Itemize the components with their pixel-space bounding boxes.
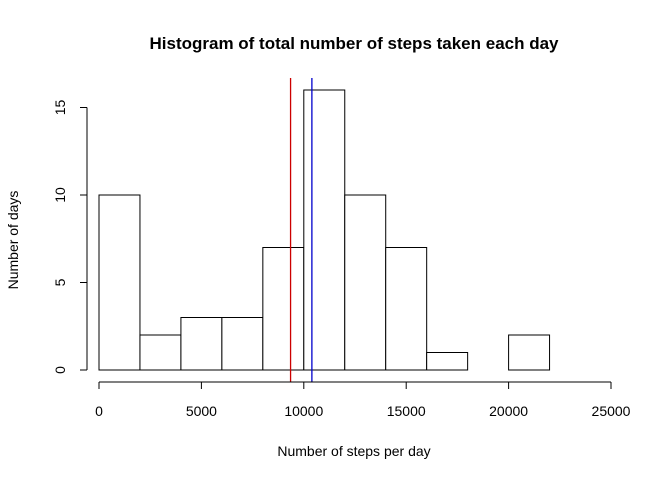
x-tick-label: 10000 [284, 403, 323, 419]
y-tick-label: 0 [52, 366, 68, 374]
histogram-bar-7 [385, 247, 428, 371]
histogram-bar-8 [426, 352, 469, 371]
x-tick-label: 20000 [489, 403, 528, 419]
histogram-bar-1 [139, 334, 182, 371]
histogram-bar-3 [221, 317, 264, 371]
x-tick-label: 15000 [387, 403, 426, 419]
y-axis: 0 5 10 15 [52, 100, 88, 374]
x-tick-label: 25000 [592, 403, 631, 419]
x-axis: 0 5000 10000 15000 20000 25000 [95, 381, 631, 419]
reference-lines [289, 78, 313, 382]
y-tick-label: 5 [52, 278, 68, 286]
x-tick-label: 0 [95, 403, 103, 419]
y-tick-label: 10 [52, 187, 68, 203]
y-tick-label: 15 [52, 100, 68, 116]
x-axis-label: Number of steps per day [277, 443, 430, 459]
histogram-bar-2 [180, 317, 223, 371]
histogram-bar-10 [508, 334, 551, 371]
histogram-bars [98, 89, 551, 371]
histogram-bar-6 [344, 194, 387, 371]
chart-title: Histogram of total number of steps taken… [149, 34, 559, 53]
histogram-bar-4 [262, 247, 305, 371]
x-tick-label: 5000 [186, 403, 217, 419]
histogram-bar-5 [303, 89, 346, 371]
histogram-bar-0 [98, 194, 141, 371]
y-axis-label: Number of days [5, 191, 21, 290]
